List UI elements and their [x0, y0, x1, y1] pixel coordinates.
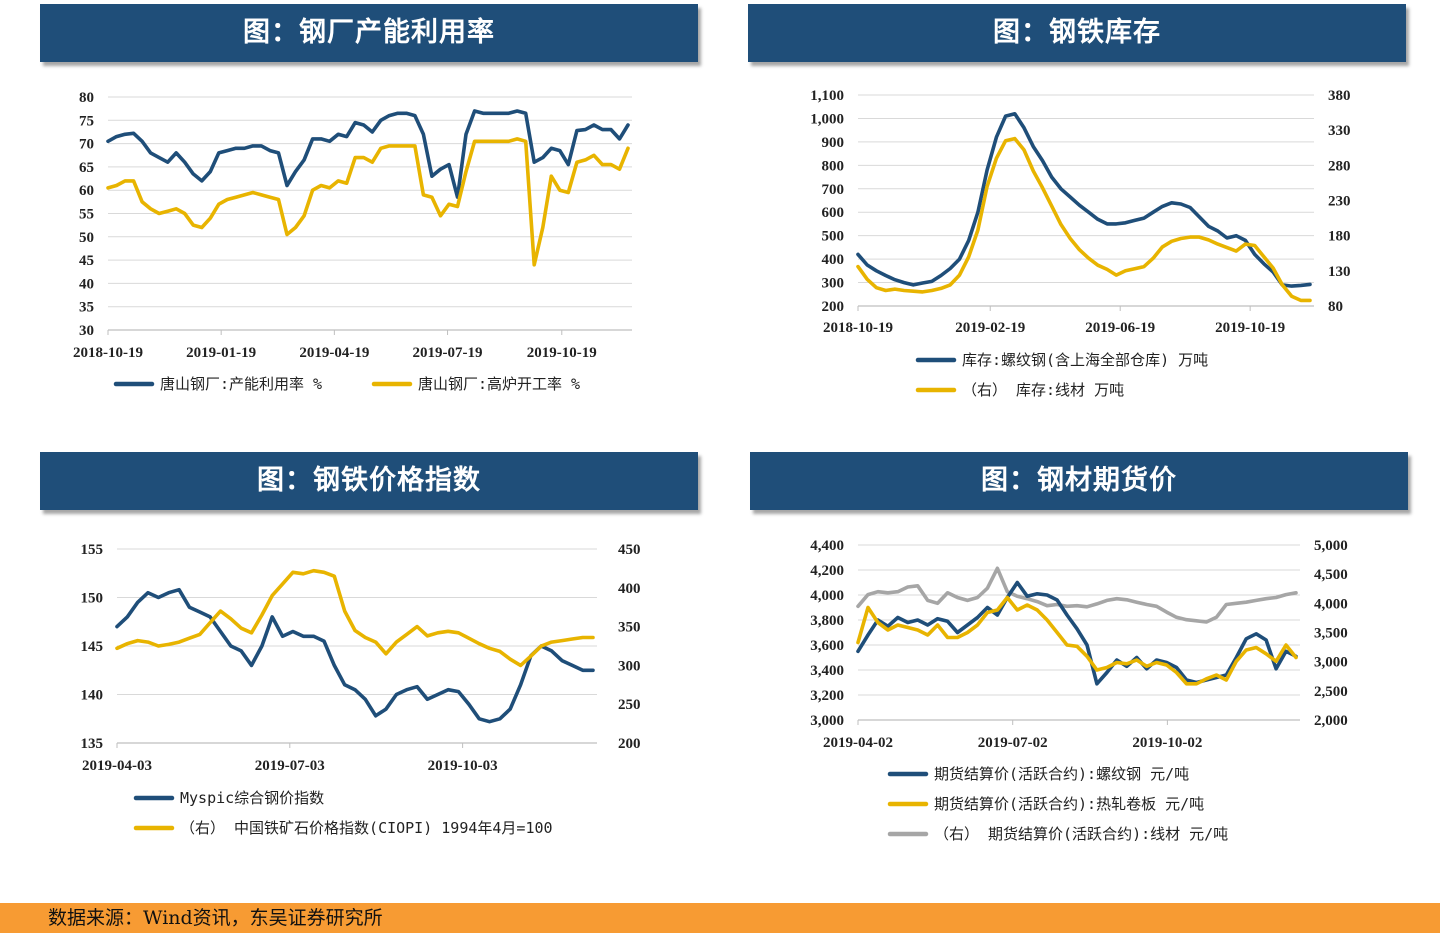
x-tick-label: 2019-10-02 [1132, 735, 1202, 751]
y-tick-label: 400 [822, 252, 845, 268]
y-tick-label: 800 [822, 158, 845, 174]
y-tick-label: 4,400 [810, 538, 844, 554]
y-tick-label: 3,200 [810, 688, 844, 704]
y-tick-label: 1,000 [810, 111, 844, 127]
y-tick-label: 1,100 [810, 88, 844, 104]
y-right-tick-label: 230 [1328, 194, 1351, 210]
chart2-title-banner: 图：钢铁库存 [748, 4, 1406, 62]
y-tick-label: 30 [79, 323, 94, 339]
y-right-tick-label: 280 [1328, 158, 1351, 174]
series-line-navy [115, 587, 595, 724]
y-tick-label: 35 [79, 300, 94, 316]
series-line-navy [856, 111, 1312, 288]
y-tick-label: 70 [79, 137, 94, 153]
y-tick-label: 135 [81, 736, 104, 752]
y-tick-label: 50 [79, 230, 94, 246]
series-line-navy [856, 580, 1298, 686]
y-tick-label: 600 [822, 205, 845, 221]
x-tick-label: 2018-10-19 [823, 320, 893, 336]
x-tick-label: 2019-01-19 [186, 345, 256, 361]
y-tick-label: 155 [81, 542, 104, 558]
legend-label: 期货结算价(活跃合约):螺纹钢 元/吨 [934, 765, 1189, 783]
y-tick-label: 3,400 [810, 663, 844, 679]
y-right-tick-label: 180 [1328, 229, 1351, 245]
y-right-tick-label: 200 [618, 736, 641, 752]
y-tick-label: 200 [822, 299, 845, 315]
y-tick-label: 140 [81, 688, 104, 704]
x-tick-label: 2019-04-19 [299, 345, 369, 361]
y-right-tick-label: 3,000 [1314, 655, 1348, 671]
series-line-gold [115, 568, 595, 668]
y-right-tick-label: 450 [618, 542, 641, 558]
legend-label: 唐山钢厂:高炉开工率 % [418, 375, 580, 393]
legend-label: （右） 期货结算价(活跃合约):线材 元/吨 [934, 825, 1228, 843]
x-tick-label: 2019-02-19 [955, 320, 1025, 336]
chart3-svg: 155 150 145 140 135 450 400 350 300 250 200 2019-04… [81, 542, 641, 837]
y-right-tick-label: 4,000 [1314, 596, 1348, 612]
x-tick-label: 2019-04-02 [823, 735, 893, 751]
y-tick-label: 4,000 [810, 588, 844, 604]
x-tick-label: 2019-10-19 [1215, 320, 1285, 336]
y-right-tick-label: 380 [1328, 88, 1351, 104]
legend-label: （右） 库存:线材 万吨 [962, 381, 1124, 399]
y-right-tick-label: 2,500 [1314, 684, 1348, 700]
x-tick-label: 2018-10-19 [73, 345, 143, 361]
series-line-gray [856, 566, 1298, 624]
y-tick-label: 45 [79, 253, 94, 269]
y-tick-label: 55 [79, 207, 94, 223]
chart4-title-banner: 图：钢材期货价 [750, 452, 1408, 510]
y-tick-label: 4,200 [810, 563, 844, 579]
y-right-tick-label: 350 [618, 620, 641, 636]
legend-label: 期货结算价(活跃合约):热轧卷板 元/吨 [934, 795, 1204, 813]
chart1-title-banner: 图：钢厂产能利用率 [40, 4, 698, 62]
y-tick-label: 3,000 [810, 713, 844, 729]
x-tick-label: 2019-07-03 [255, 758, 325, 774]
x-tick-label: 2019-10-19 [527, 345, 597, 361]
y-tick-label: 80 [79, 90, 94, 106]
y-tick-label: 900 [822, 135, 845, 151]
y-right-tick-label: 80 [1328, 299, 1343, 315]
x-tick-label: 2019-07-02 [978, 735, 1048, 751]
y-tick-label: 75 [79, 113, 94, 129]
chart4-svg: 4,400 4,200 4,000 3,800 3,600 3,400 3,200 3,000… [810, 538, 1348, 843]
y-right-tick-label: 3,500 [1314, 626, 1348, 642]
y-right-tick-label: 4,500 [1314, 567, 1348, 583]
x-tick-label: 2019-04-03 [82, 758, 152, 774]
y-tick-label: 40 [79, 276, 94, 292]
chart1-svg: 80 75 70 65 60 55 50 45 40 35 30 2018-10-19 2019-01-… [73, 90, 632, 393]
y-tick-label: 3,600 [810, 638, 844, 654]
x-tick-label: 2019-06-19 [1085, 320, 1155, 336]
y-right-tick-label: 400 [618, 581, 641, 597]
y-tick-label: 65 [79, 160, 94, 176]
y-tick-label: 145 [81, 639, 104, 655]
series-line-gold [106, 137, 630, 267]
series-line-gold [856, 595, 1298, 686]
legend-label: 库存:螺纹钢(含上海全部仓库) 万吨 [962, 351, 1208, 369]
y-tick-label: 150 [81, 591, 104, 607]
y-right-tick-label: 300 [618, 658, 641, 674]
footer-source-text: 数据来源：Wind资讯，东吴证券研究所 [48, 907, 383, 929]
chart3-title-banner: 图：钢铁价格指数 [40, 452, 698, 510]
y-right-tick-label: 5,000 [1314, 538, 1348, 554]
legend-label: 唐山钢厂:产能利用率 % [160, 375, 322, 393]
legend-label: Myspic综合钢价指数 [180, 789, 324, 807]
legend-label: （右） 中国铁矿石价格指数(CIOPI) 1994年4月=100 [180, 819, 553, 837]
series-line-navy [106, 109, 630, 199]
y-tick-label: 3,800 [810, 613, 844, 629]
y-right-tick-label: 250 [618, 697, 641, 713]
y-right-tick-label: 330 [1328, 123, 1351, 139]
chart2-svg: 1,100 1,000 900 800 700 600 500 400 300 200 380 330… [810, 88, 1351, 399]
x-tick-label: 2019-07-19 [413, 345, 483, 361]
x-tick-label: 2019-10-03 [428, 758, 498, 774]
y-right-tick-label: 130 [1328, 264, 1351, 280]
y-right-tick-label: 2,000 [1314, 713, 1348, 729]
y-tick-label: 500 [822, 229, 845, 245]
y-tick-label: 300 [822, 276, 845, 292]
y-tick-label: 60 [79, 183, 94, 199]
footer-source-bar: 数据来源：Wind资讯，东吴证券研究所 [0, 903, 1440, 933]
y-tick-label: 700 [822, 182, 845, 198]
series-line-gold [856, 136, 1312, 303]
